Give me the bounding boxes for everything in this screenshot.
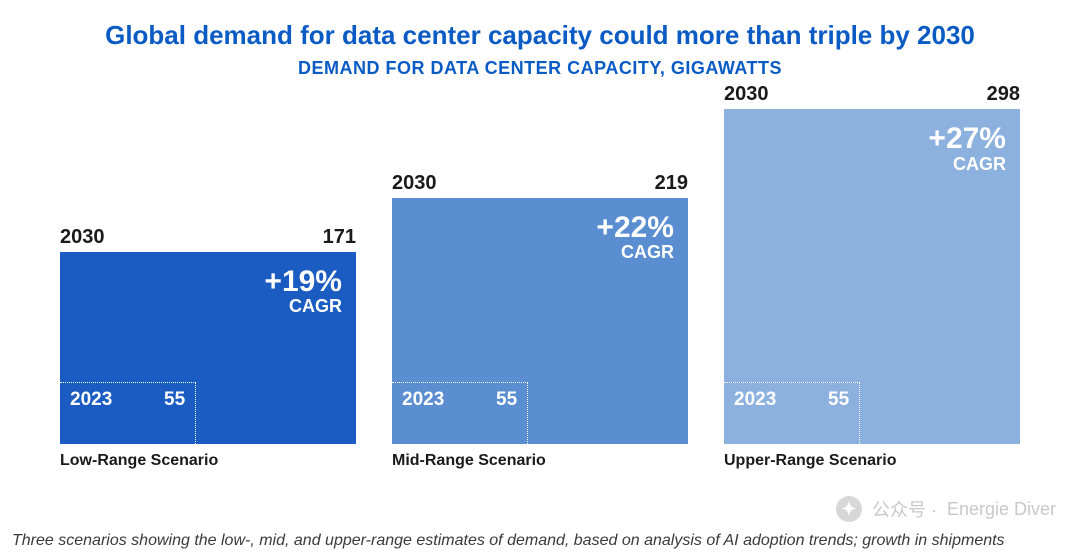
baseline-box: 2023 55 xyxy=(392,382,528,444)
watermark: ✦ 公众号 · Energie Diver xyxy=(836,496,1056,522)
subtitle: DEMAND FOR DATA CENTER CAPACITY, GIGAWAT… xyxy=(0,58,1080,79)
scenario-bar-wrap: 2030171+19%CAGR202355 xyxy=(60,252,356,444)
top-labels: 2030 219 xyxy=(392,172,688,195)
forecast-box: +19%CAGR 2023 55 xyxy=(60,252,356,444)
wechat-icon: ✦ xyxy=(836,496,862,522)
cagr-callout: +22%CAGR xyxy=(596,212,674,262)
baseline-labels: 2023 55 xyxy=(60,383,195,444)
cagr-callout: +19%CAGR xyxy=(264,266,342,316)
baseline-value-label: 55 xyxy=(164,389,185,411)
forecast-box: +27%CAGR 2023 55 xyxy=(724,109,1020,444)
baseline-box: 2023 55 xyxy=(60,382,196,444)
main-title: Global demand for data center capacity c… xyxy=(0,20,1080,51)
infographic-root: Global demand for data center capacity c… xyxy=(0,0,1080,560)
scenario: 2030298+27%CAGR202355Upper-Range Scenari… xyxy=(724,109,1020,470)
cagr-label: CAGR xyxy=(596,243,674,262)
target-value-label: 219 xyxy=(655,172,688,195)
chart-area: 2030171+19%CAGR202355Low-Range Scenario2… xyxy=(60,115,1020,470)
cagr-percent: +19% xyxy=(264,266,342,298)
baseline-year-label: 2023 xyxy=(70,389,112,411)
cagr-percent: +22% xyxy=(596,212,674,244)
baseline-year-label: 2023 xyxy=(734,389,776,411)
scenario: 2030171+19%CAGR202355Low-Range Scenario xyxy=(60,252,356,470)
baseline-labels: 2023 55 xyxy=(392,383,527,444)
baseline-box: 2023 55 xyxy=(724,382,860,444)
baseline-labels: 2023 55 xyxy=(724,383,859,444)
scenario-label: Upper-Range Scenario xyxy=(724,452,1020,470)
scenario-bar-wrap: 2030298+27%CAGR202355 xyxy=(724,109,1020,444)
baseline-value-label: 55 xyxy=(828,389,849,411)
scenario: 2030219+22%CAGR202355Mid-Range Scenario xyxy=(392,198,688,470)
scenario-label: Low-Range Scenario xyxy=(60,452,356,470)
target-year-label: 2030 xyxy=(724,83,769,106)
forecast-box: +22%CAGR 2023 55 xyxy=(392,198,688,444)
target-value-label: 171 xyxy=(323,226,356,249)
cagr-label: CAGR xyxy=(264,297,342,316)
scenario-label: Mid-Range Scenario xyxy=(392,452,688,470)
cagr-percent: +27% xyxy=(928,123,1006,155)
footnote: Three scenarios showing the low-, mid, a… xyxy=(12,532,1068,550)
scenario-bar-wrap: 2030219+22%CAGR202355 xyxy=(392,198,688,444)
target-year-label: 2030 xyxy=(392,172,437,195)
target-value-label: 298 xyxy=(987,83,1020,106)
target-year-label: 2030 xyxy=(60,226,105,249)
cagr-callout: +27%CAGR xyxy=(928,123,1006,173)
top-labels: 2030 298 xyxy=(724,83,1020,106)
watermark-prefix: 公众号 · xyxy=(872,496,937,522)
baseline-value-label: 55 xyxy=(496,389,517,411)
baseline-year-label: 2023 xyxy=(402,389,444,411)
top-labels: 2030 171 xyxy=(60,226,356,249)
watermark-name: Energie Diver xyxy=(947,499,1056,520)
cagr-label: CAGR xyxy=(928,155,1006,174)
